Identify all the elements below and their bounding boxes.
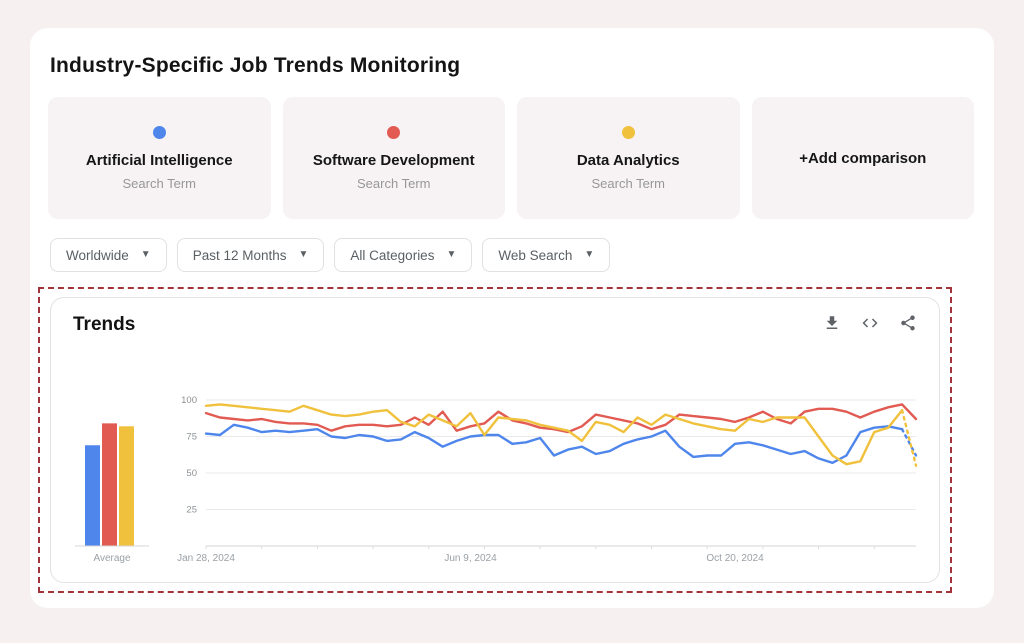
trends-chart[interactable]: 100 75 50 25 Jan 28, 2024 Jun 9, 2024 Oct 20, … [51,390,939,570]
add-comparison-card[interactable]: +Add comparison [751,97,974,219]
term-card-data-analytics[interactable]: Data Analytics Search Term [517,97,740,219]
download-icon[interactable] [821,312,843,334]
share-icon[interactable] [897,312,919,334]
trends-actions [821,312,919,334]
page-title: Industry-Specific Job Trends Monitoring [50,54,461,77]
svg-text:Jun 9, 2024: Jun 9, 2024 [444,553,497,564]
svg-text:Jan 28, 2024: Jan 28, 2024 [177,553,235,564]
term-subtitle: Search Term [122,175,196,191]
filter-category-dropdown[interactable]: All Categories ▼ [334,238,473,272]
svg-text:Average: Average [93,553,131,564]
search-terms-row: Artificial Intelligence Search Term Soft… [48,97,974,219]
filter-label: Past 12 Months [192,247,287,263]
main-card: Industry-Specific Job Trends Monitoring … [30,28,994,608]
svg-text:50: 50 [186,468,197,479]
svg-text:75: 75 [186,432,197,443]
chevron-down-icon: ▼ [584,249,595,260]
svg-text:100: 100 [181,395,197,406]
trends-panel: Trends 100 75 50 25 Jan 28, 2024 Jun 9, 2024 O… [50,297,940,583]
filter-label: All Categories [350,247,435,263]
term-name: Artificial Intelligence [85,151,233,169]
filter-region-dropdown[interactable]: Worldwide ▼ [50,238,167,272]
svg-text:25: 25 [186,505,197,516]
filters-row: Worldwide ▼ Past 12 Months ▼ All Categor… [50,238,611,272]
filter-label: Worldwide [66,247,129,263]
term-color-dot-blue [152,125,166,139]
add-comparison-label: +Add comparison [799,149,927,167]
term-subtitle: Search Term [591,175,665,191]
embed-code-icon[interactable] [859,312,881,334]
term-subtitle: Search Term [357,175,431,191]
svg-text:Oct 20, 2024: Oct 20, 2024 [706,553,764,564]
trends-panel-title: Trends [73,314,136,335]
term-card-artificial-intelligence[interactable]: Artificial Intelligence Search Term [48,97,271,219]
chevron-down-icon: ▼ [298,249,309,260]
chevron-down-icon: ▼ [140,249,151,260]
filter-label: Web Search [498,247,573,263]
filter-timerange-dropdown[interactable]: Past 12 Months ▼ [176,238,325,272]
trends-highlight-outline: Trends 100 75 50 25 Jan 28, 2024 Jun 9, 2024 O… [38,287,952,593]
term-card-software-development[interactable]: Software Development Search Term [282,97,505,219]
term-name: Data Analytics [576,151,680,169]
chevron-down-icon: ▼ [446,249,457,260]
term-color-dot-yellow [621,125,635,139]
filter-searchtype-dropdown[interactable]: Web Search ▼ [482,238,611,272]
term-name: Software Development [312,151,475,169]
term-color-dot-red [387,125,401,139]
